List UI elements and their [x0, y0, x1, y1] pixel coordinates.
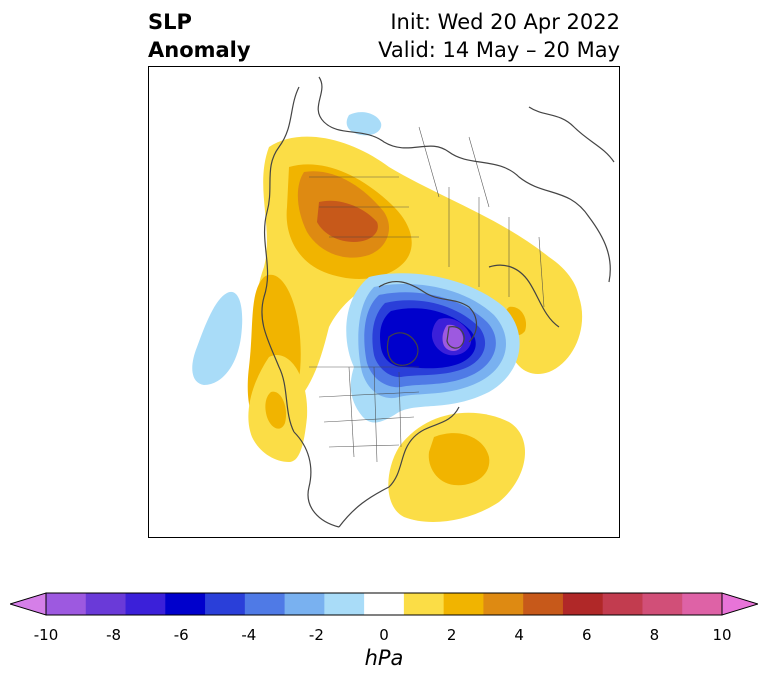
- colorbar-tick-label: 4: [514, 626, 524, 644]
- positive-anomaly-europe-core: [317, 200, 378, 242]
- colorbar-tick-label: 0: [379, 626, 389, 644]
- colorbar-frame: [45, 592, 723, 616]
- title-line-1: SLP: [148, 10, 192, 34]
- positive-anomaly-east: [501, 263, 583, 375]
- colorbar-segment: [403, 593, 445, 615]
- positive-anomaly-pacific-mid: [265, 391, 287, 429]
- colorbar-segment: [165, 593, 206, 615]
- colorbar-segment: [46, 593, 87, 615]
- colorbar-unit: hPa: [364, 646, 404, 670]
- colorbar-segment: [85, 593, 127, 615]
- coastlines: [261, 76, 615, 528]
- map-title: SLP Anomaly: [148, 8, 251, 64]
- colorbar: [10, 592, 758, 616]
- colorbar-segment: [205, 593, 246, 615]
- forecast-dates: Init: Wed 20 Apr 2022 Valid: 14 May – 20…: [378, 8, 620, 64]
- negative-anomaly-arctic-core: [442, 324, 464, 351]
- colorbar-tick-label: -10: [33, 626, 59, 644]
- colorbar-tick-label: -4: [241, 626, 257, 644]
- colorbar-segment: [682, 593, 723, 615]
- colorbar-tick-label: -8: [106, 626, 122, 644]
- colorbar-segment: [284, 593, 325, 615]
- colorbar-tick-label: -2: [308, 626, 324, 644]
- political-borders: [309, 126, 545, 463]
- init-date: Init: Wed 20 Apr 2022: [390, 10, 620, 34]
- colorbar-segment: [483, 593, 524, 615]
- colorbar-tick-label: 2: [446, 626, 457, 644]
- colorbar-tick-label: 6: [582, 626, 592, 644]
- colorbar-segment: [364, 593, 405, 615]
- colorbar-extend-high: [721, 592, 758, 616]
- negative-anomaly-north: [346, 112, 382, 136]
- colorbar-segment: [125, 593, 166, 615]
- colorbar-segment: [523, 593, 564, 615]
- colorbar-tick-label: -6: [173, 626, 189, 644]
- colorbar-tick-label: 8: [649, 626, 660, 644]
- colorbar-segment: [443, 593, 484, 615]
- colorbar-segment: [642, 593, 683, 615]
- valid-range: Valid: 14 May – 20 May: [378, 38, 620, 62]
- colorbar-segment: [602, 593, 643, 615]
- title-line-2: Anomaly: [148, 38, 251, 62]
- slp-anomaly-map: [148, 66, 620, 538]
- colorbar-segment: [324, 593, 365, 615]
- colorbar-segment: [562, 593, 604, 615]
- colorbar-tick-label: 10: [712, 626, 732, 644]
- negative-anomaly-pacific: [192, 291, 243, 385]
- colorbar-segment: [244, 593, 286, 615]
- positive-anomaly-us-east-mid: [428, 433, 490, 486]
- colorbar-extend-low: [10, 592, 47, 616]
